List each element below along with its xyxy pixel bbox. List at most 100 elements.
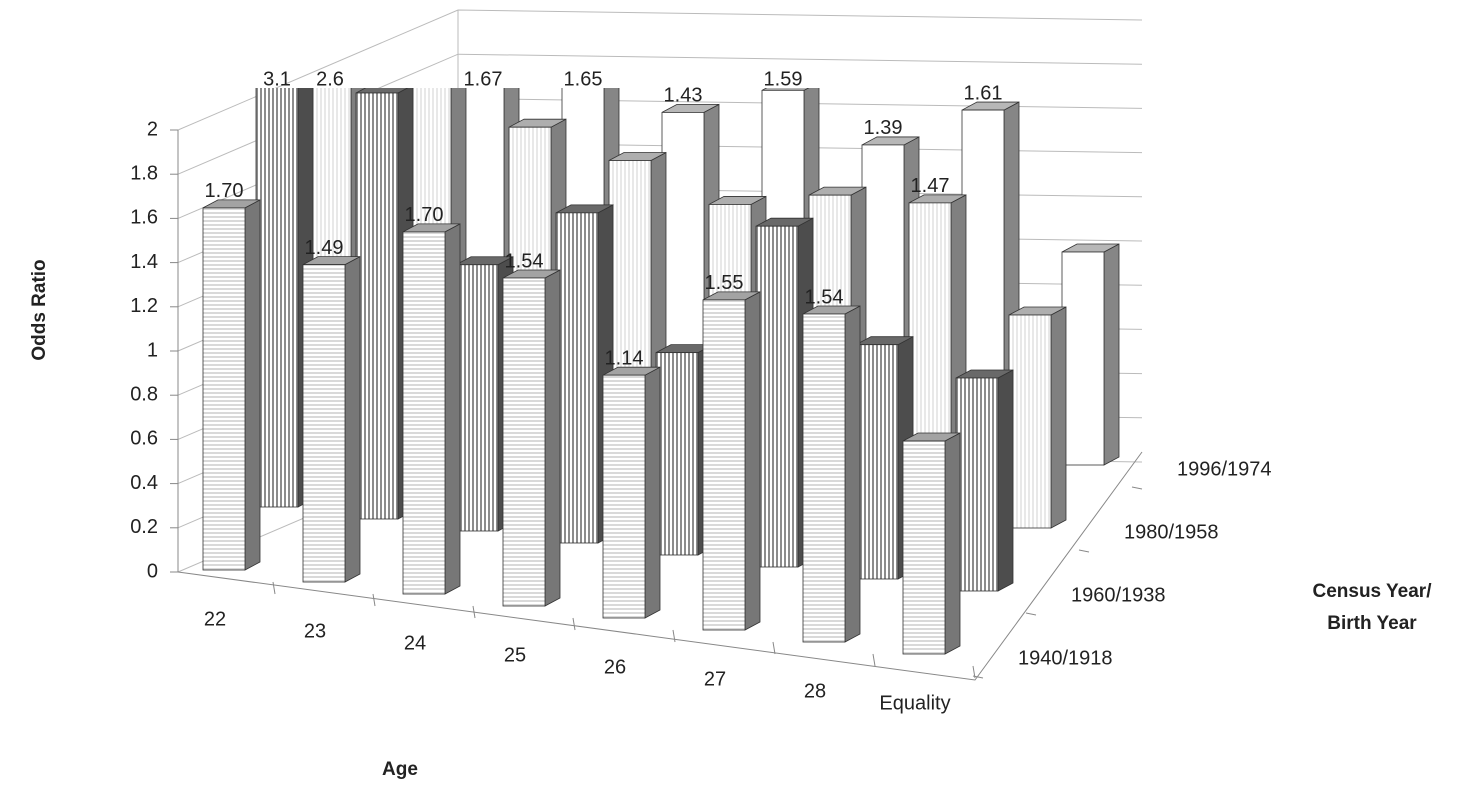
- x-tick: [772, 641, 776, 655]
- y-tick-label: 0.2: [130, 516, 158, 538]
- data-label: 3.1: [263, 68, 291, 90]
- z-tick-label: 1996/1974: [1177, 458, 1272, 480]
- bar: [402, 223, 461, 595]
- data-label: 1.14: [605, 347, 644, 369]
- bar-front: [402, 231, 446, 595]
- y-tick-label: 0: [147, 560, 158, 582]
- y-tick-label: 0.8: [130, 383, 158, 405]
- bar-top: [409, 75, 466, 83]
- z-axis-title: Census Year/: [1312, 581, 1432, 602]
- x-tick: [472, 605, 476, 619]
- y-tick-label: 1.2: [130, 295, 158, 317]
- z-tick: [1131, 486, 1143, 490]
- x-tick: [372, 593, 376, 607]
- bar-side: [544, 269, 561, 607]
- bar: [602, 366, 661, 619]
- bar-front: [455, 264, 499, 532]
- plot: 00.20.40.60.811.21.41.61.822223242526272…: [130, 9, 1272, 714]
- bar-top: [462, 29, 519, 37]
- bar-front: [1008, 314, 1052, 529]
- bar-side: [244, 199, 261, 571]
- bar-front: [302, 264, 346, 583]
- data-label: 1.67: [464, 68, 503, 90]
- bar-front: [702, 299, 746, 631]
- bar-side: [844, 305, 861, 643]
- data-label: 1.70: [405, 204, 444, 226]
- y-tick-label: 1: [147, 339, 158, 361]
- bar-side: [997, 369, 1014, 592]
- data-label: 1.70: [205, 180, 244, 202]
- z-tick-label: 1940/1918: [1018, 647, 1113, 669]
- bar-front: [255, 88, 299, 508]
- y-tick-label: 0.6: [130, 428, 158, 450]
- x-tick-label: 24: [404, 632, 426, 654]
- bar-top: [562, 46, 619, 54]
- y-tick-label: 2: [147, 118, 158, 140]
- bar-front: [202, 207, 246, 571]
- y-tick-label: 0.4: [130, 472, 158, 494]
- bar: [502, 269, 561, 607]
- data-label: 1.65: [564, 68, 603, 90]
- data-label: 1.61: [964, 82, 1003, 104]
- x-tick: [672, 629, 676, 643]
- x-tick-label: 28: [804, 680, 826, 702]
- bar: [1008, 306, 1067, 529]
- x-tick-label: 23: [304, 620, 326, 642]
- bar: [802, 305, 861, 643]
- bar-side: [444, 223, 461, 595]
- bar: [702, 291, 761, 631]
- bar: [1061, 243, 1120, 466]
- bar-front: [602, 374, 646, 619]
- z-axis-title: Birth Year: [1327, 613, 1417, 634]
- y-tick-label: 1.6: [130, 207, 158, 229]
- bars: [202, 29, 1120, 655]
- bar: [302, 255, 361, 583]
- x-tick-label: 25: [504, 644, 526, 666]
- bar-front: [755, 225, 799, 568]
- bar-front: [555, 212, 599, 544]
- x-tick: [272, 581, 276, 595]
- x-tick-label: 22: [204, 608, 226, 630]
- bar-side: [1050, 306, 1067, 529]
- bar-side: [344, 255, 361, 583]
- z-tick: [1078, 549, 1090, 553]
- y-axis-title: Odds Ratio: [29, 259, 50, 360]
- bar-front: [955, 377, 999, 592]
- bar-side: [1103, 243, 1120, 466]
- bar: [955, 369, 1014, 592]
- bar: [655, 343, 714, 556]
- data-label: 1.59: [764, 68, 803, 90]
- bar-front: [355, 92, 399, 520]
- data-label: 1.49: [305, 237, 344, 259]
- data-label: 2.6: [316, 68, 344, 90]
- x-tick-label: Equality: [879, 692, 950, 714]
- data-label: 1.43: [664, 85, 703, 107]
- bar-side: [744, 291, 761, 631]
- y-tick-label: 1.4: [130, 251, 158, 273]
- z-tick-label: 1980/1958: [1124, 521, 1219, 543]
- bar: [902, 432, 961, 655]
- bar: [202, 199, 261, 571]
- bar-front: [802, 313, 846, 643]
- x-axis-title: Age: [382, 759, 418, 780]
- z-tick-label: 1960/1938: [1071, 584, 1166, 606]
- bar-front: [902, 440, 946, 655]
- data-label: 1.47: [911, 175, 950, 197]
- x-tick: [872, 653, 876, 667]
- bar-side: [944, 432, 961, 655]
- bar-front: [502, 277, 546, 607]
- x-tick-label: 26: [604, 656, 626, 678]
- data-label: 1.39: [864, 117, 903, 139]
- bar-front: [855, 344, 899, 580]
- bar: [255, 88, 314, 508]
- bar-side: [644, 366, 661, 619]
- z-tick: [972, 675, 984, 679]
- y-tick-label: 1.8: [130, 162, 158, 184]
- bar-front: [655, 352, 699, 556]
- x-tick-label: 27: [704, 668, 726, 690]
- floor-edge: [177, 451, 1143, 681]
- x-tick: [572, 617, 576, 631]
- data-label: 1.54: [805, 286, 844, 308]
- data-label: 1.55: [705, 272, 744, 294]
